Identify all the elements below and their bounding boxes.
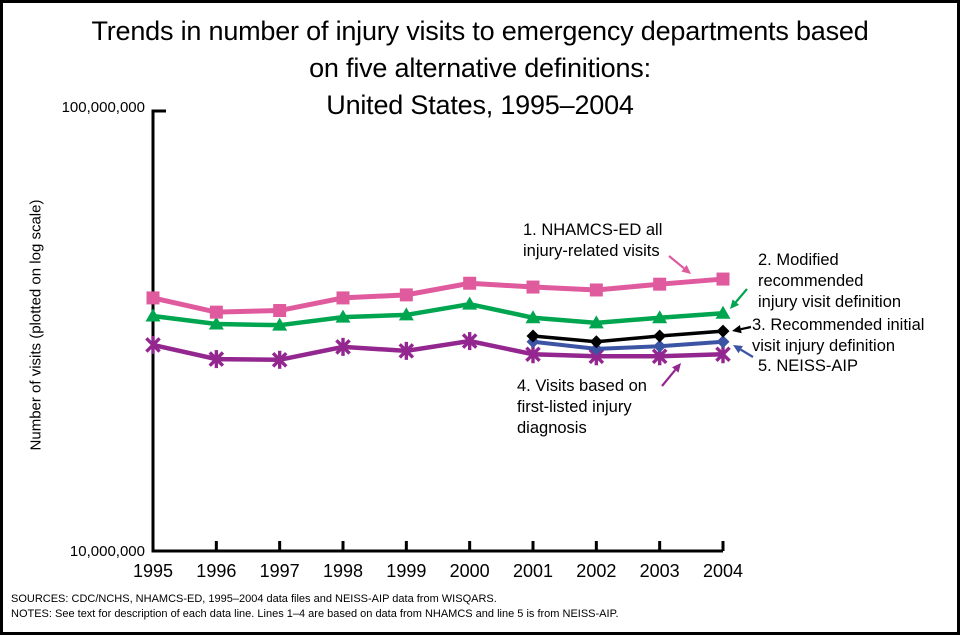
marker-square-series-1 <box>146 291 160 305</box>
annotation-arrow-series-4 <box>661 369 677 387</box>
series-line-4 <box>152 338 724 363</box>
chart-title-line-2: on five alternative definitions: <box>309 53 651 83</box>
x-tick-label-1997: 1997 <box>259 561 300 581</box>
marker-square-series-1 <box>589 283 603 297</box>
annotation-series-1: 1. NHAMCS-ED all injury-related visits <box>523 220 662 262</box>
annotation-series-2-line: injury visit definition <box>758 293 902 311</box>
annotation-arrowhead-series-4 <box>672 363 681 373</box>
marker-triangle-series-2 <box>208 316 224 330</box>
annotation-series-2-line: recommended <box>758 272 864 290</box>
annotation-series-1-line: 1. NHAMCS-ED all <box>523 221 663 239</box>
annotation-series-5-line: 5. NEISS-AIP <box>758 357 858 375</box>
annotation-arrowhead-series-5 <box>733 345 743 354</box>
annotation-series-4-line: 4. Visits based on <box>517 377 647 395</box>
annotation-arrow-series-2 <box>734 288 748 303</box>
marker-asterisk-series-4 <box>145 337 161 353</box>
x-tick-label-1998: 1998 <box>322 561 364 581</box>
x-tick-label-2004: 2004 <box>702 561 744 581</box>
annotation-series-5: 5. NEISS-AIP <box>758 356 858 377</box>
annotation-arrow-series-5 <box>740 348 754 358</box>
annotation-arrowhead-series-3 <box>732 325 742 334</box>
marker-triangle-series-2 <box>462 296 478 310</box>
annotation-series-3-line: visit injury definition <box>752 337 896 355</box>
x-tick-label-1999: 1999 <box>386 561 427 581</box>
marker-square-series-1 <box>463 276 477 290</box>
marker-square-series-1 <box>399 288 413 302</box>
marker-triangle-series-2 <box>145 308 161 322</box>
annotation-arrow-series-1 <box>668 255 685 270</box>
axis-lines <box>151 109 723 553</box>
marker-square-series-1 <box>273 304 287 318</box>
annotation-series-3: 3. Recommended initial visit injury defin… <box>752 315 924 357</box>
annotation-arrow-series-3 <box>740 325 752 331</box>
x-tick-label-2001: 2001 <box>512 561 554 581</box>
y-axis-tick-label-bottom: 10,000,000 <box>69 543 145 560</box>
chart-title-line-3: United States, 1995–2004 <box>326 90 634 120</box>
marker-square-series-1 <box>716 272 730 286</box>
annotation-arrowhead-series-1 <box>681 265 691 274</box>
marker-asterisk-series-4 <box>398 343 415 359</box>
marker-diamond-series-5 <box>716 335 730 349</box>
annotation-series-2: 2. Modified recommended injury visit defin… <box>758 250 901 313</box>
marker-triangle-series-2 <box>652 310 668 324</box>
marker-diamond-series-5 <box>589 342 603 356</box>
annotation-series-1-line: injury-related visits <box>523 242 660 260</box>
marker-diamond-series-3 <box>716 324 730 338</box>
marker-triangle-series-2 <box>398 307 414 321</box>
annotation-series-4-line: diagnosis <box>517 419 587 437</box>
chart-canvas <box>145 109 754 553</box>
marker-asterisk-series-4 <box>461 333 478 349</box>
sources-text: SOURCES: CDC/NCHS, NHAMCS-ED, 1995–2004 … <box>11 593 497 605</box>
annotation-series-4: 4. Visits based on first-listed injury dia… <box>517 376 647 439</box>
marker-diamond-series-5 <box>653 339 667 353</box>
series-line-1 <box>152 276 724 315</box>
marker-square-series-1 <box>526 280 540 294</box>
marker-asterisk-series-4 <box>208 351 225 367</box>
x-tick-label-1995: 1995 <box>132 561 174 581</box>
series-line-5 <box>532 339 724 351</box>
annotation-series-4-line: first-listed injury <box>517 398 632 416</box>
marker-asterisk-series-4 <box>588 348 605 365</box>
marker-square-series-1 <box>653 277 667 291</box>
series-line-3 <box>532 329 724 344</box>
annotation-series-3-line: 3. Recommended initial <box>752 316 925 334</box>
marker-square-series-1 <box>209 305 223 319</box>
marker-asterisk-series-4 <box>651 348 668 365</box>
marker-triangle-series-2 <box>272 317 288 331</box>
marker-triangle-series-2 <box>715 305 731 319</box>
x-tick-label-1996: 1996 <box>196 561 237 581</box>
marker-asterisk-series-4 <box>335 339 351 355</box>
chart-title-line-1: Trends in number of injury visits to eme… <box>91 16 869 46</box>
x-tick-label-2000: 2000 <box>449 561 490 581</box>
annotation-series-2-line: 2. Modified <box>758 251 839 269</box>
marker-square-series-1 <box>336 291 350 305</box>
marker-diamond-series-3 <box>589 335 603 349</box>
y-axis-tick-label-top: 100,000,000 <box>61 99 145 116</box>
series-line-2 <box>152 301 724 328</box>
notes-text: NOTES: See text for description of each … <box>11 608 619 620</box>
annotation-arrowhead-series-2 <box>730 299 740 309</box>
marker-triangle-series-2 <box>335 309 351 323</box>
marker-asterisk-series-4 <box>271 351 288 368</box>
x-tick-label-2002: 2002 <box>576 561 617 581</box>
marker-triangle-series-2 <box>588 315 604 329</box>
marker-diamond-series-3 <box>653 329 667 343</box>
marker-triangle-series-2 <box>525 310 541 324</box>
marker-asterisk-series-4 <box>715 346 731 363</box>
x-tick-label-2003: 2003 <box>639 561 680 581</box>
marker-asterisk-series-4 <box>525 346 541 363</box>
marker-diamond-series-3 <box>526 329 540 343</box>
